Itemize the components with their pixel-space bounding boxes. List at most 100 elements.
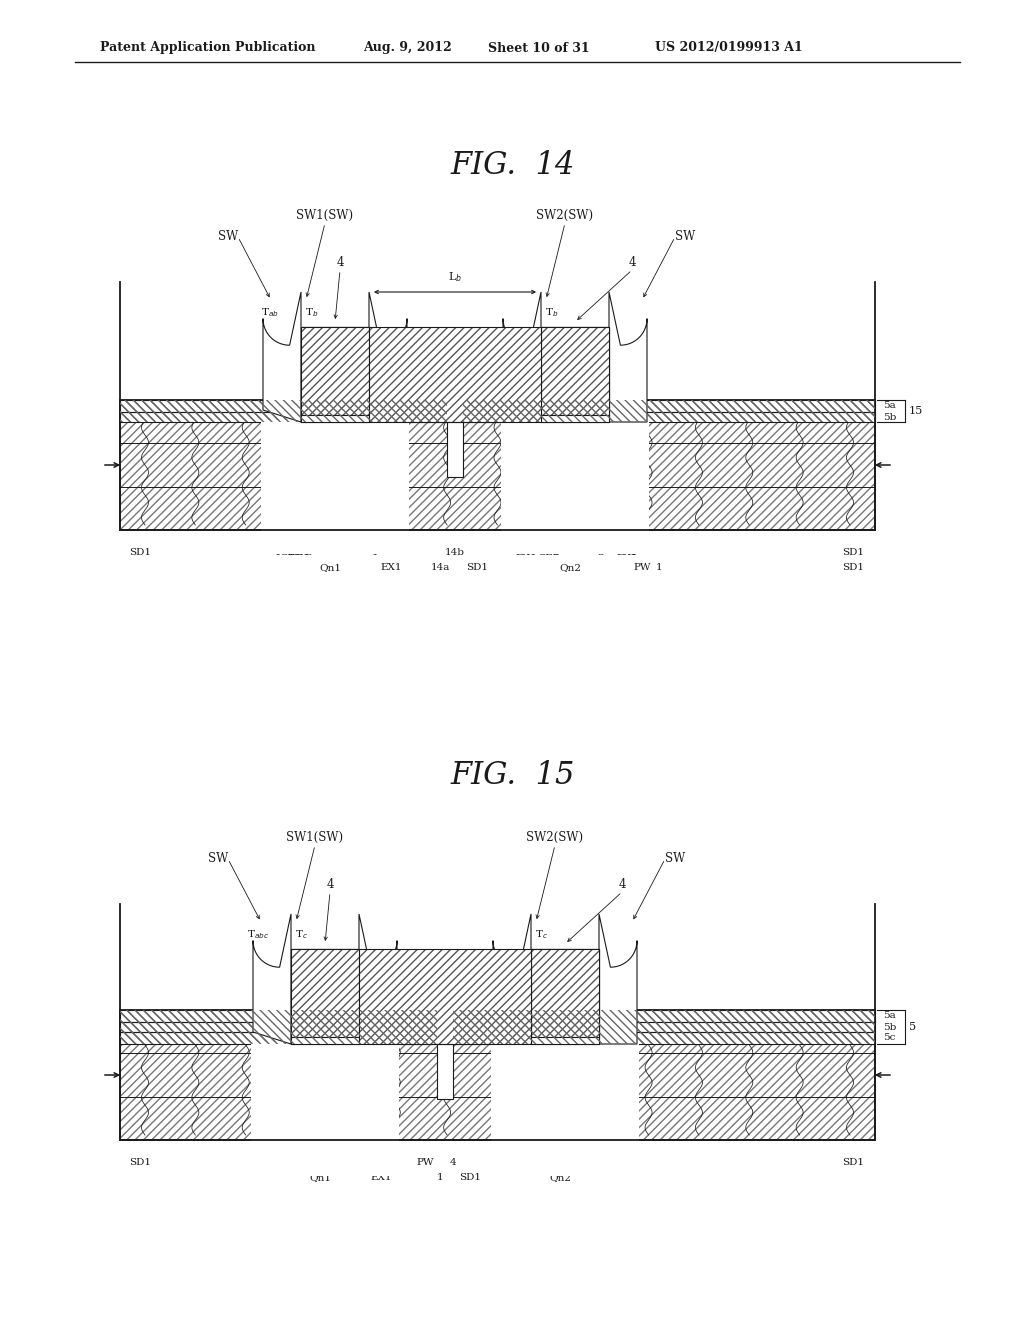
Polygon shape xyxy=(599,913,637,1044)
Text: 1: 1 xyxy=(655,564,663,572)
Text: 4: 4 xyxy=(629,256,636,268)
Text: 3: 3 xyxy=(588,1158,594,1167)
Bar xyxy=(291,949,359,1038)
Polygon shape xyxy=(263,292,301,422)
Text: 5b: 5b xyxy=(883,412,896,421)
Bar xyxy=(541,327,609,414)
Polygon shape xyxy=(253,913,291,1044)
Bar xyxy=(531,949,599,1038)
Text: 5c: 5c xyxy=(883,1034,895,1043)
Bar xyxy=(301,414,369,422)
Text: 4: 4 xyxy=(336,256,344,268)
Bar xyxy=(120,1010,874,1022)
Bar xyxy=(120,1022,437,1032)
Bar xyxy=(291,949,359,1038)
Text: PW: PW xyxy=(416,1158,434,1167)
Bar xyxy=(120,400,874,531)
Text: T$_{abc}$: T$_{abc}$ xyxy=(247,928,269,941)
Text: GE2: GE2 xyxy=(527,1158,550,1167)
Text: GE1: GE1 xyxy=(280,548,302,557)
Bar xyxy=(291,949,359,1038)
Text: 1: 1 xyxy=(436,1173,443,1181)
Text: EX1: EX1 xyxy=(515,548,537,557)
Bar xyxy=(120,1010,874,1022)
Bar xyxy=(501,420,649,554)
Text: L$_{b}$: L$_{b}$ xyxy=(447,271,462,284)
Text: SW2(SW): SW2(SW) xyxy=(526,830,584,843)
Text: Qn2: Qn2 xyxy=(549,1173,571,1181)
Text: 3: 3 xyxy=(598,548,604,557)
Bar xyxy=(463,400,874,412)
Bar xyxy=(541,327,609,414)
Bar xyxy=(120,1032,437,1044)
Text: 5: 5 xyxy=(909,1022,916,1032)
Text: T$_{b}$: T$_{b}$ xyxy=(305,306,318,319)
Bar xyxy=(120,1010,437,1022)
Bar xyxy=(120,400,874,412)
Bar xyxy=(120,400,874,412)
Bar xyxy=(541,327,609,414)
Bar xyxy=(301,327,369,414)
Polygon shape xyxy=(493,913,531,1044)
Bar xyxy=(120,1032,874,1044)
Text: 4: 4 xyxy=(450,1158,457,1167)
Bar xyxy=(453,1022,874,1032)
Bar xyxy=(369,327,541,422)
Text: SD1: SD1 xyxy=(129,1158,151,1167)
Bar xyxy=(120,412,874,422)
Bar xyxy=(531,1038,599,1044)
Bar xyxy=(120,412,874,422)
Text: EX1: EX1 xyxy=(279,1158,300,1167)
Text: 4: 4 xyxy=(273,548,281,557)
Bar xyxy=(531,949,599,1038)
Bar xyxy=(531,1038,599,1044)
Bar xyxy=(291,949,359,1038)
Bar xyxy=(120,1022,437,1032)
Text: SW: SW xyxy=(218,231,238,243)
Bar xyxy=(251,1041,399,1176)
Text: GE2: GE2 xyxy=(538,548,560,557)
Text: Qn1: Qn1 xyxy=(309,1173,331,1181)
Bar xyxy=(301,327,369,414)
Bar xyxy=(531,949,599,1038)
Text: Patent Application Publication: Patent Application Publication xyxy=(100,41,315,54)
Bar xyxy=(301,327,369,414)
Bar xyxy=(369,327,541,422)
Bar xyxy=(541,327,609,414)
Text: EX1: EX1 xyxy=(380,564,401,572)
Text: 3: 3 xyxy=(296,1158,302,1167)
Bar xyxy=(437,1044,453,1100)
Bar xyxy=(453,1032,874,1044)
Text: US 2012/0199913 A1: US 2012/0199913 A1 xyxy=(655,41,803,54)
Bar xyxy=(541,327,609,414)
Text: 15: 15 xyxy=(909,407,924,416)
Text: EX1: EX1 xyxy=(616,548,638,557)
Bar xyxy=(120,1022,874,1032)
Bar xyxy=(453,1010,874,1022)
Bar xyxy=(301,327,369,414)
Text: 3: 3 xyxy=(306,548,312,557)
Bar xyxy=(291,949,359,1038)
Text: 14a: 14a xyxy=(430,564,450,572)
Text: PW: PW xyxy=(633,564,650,572)
Text: SD1: SD1 xyxy=(842,564,864,572)
Bar xyxy=(359,949,531,1044)
Bar xyxy=(120,400,447,412)
Bar xyxy=(531,949,599,1038)
Bar xyxy=(541,327,609,414)
Bar xyxy=(359,949,531,1044)
Text: 5a: 5a xyxy=(883,401,896,411)
Text: T$_{c}$: T$_{c}$ xyxy=(535,928,548,941)
Text: 4: 4 xyxy=(371,548,377,557)
Bar xyxy=(369,327,541,422)
Text: EX1: EX1 xyxy=(371,1173,392,1181)
Bar xyxy=(120,1022,874,1032)
Text: EX1: EX1 xyxy=(288,548,309,557)
Text: SD1: SD1 xyxy=(842,548,864,557)
Text: T$_{c}$: T$_{c}$ xyxy=(295,928,308,941)
Bar xyxy=(291,949,359,1038)
Bar xyxy=(120,1032,874,1044)
Text: SD1: SD1 xyxy=(459,1173,481,1181)
Text: T$_{ab}$: T$_{ab}$ xyxy=(261,306,279,319)
Bar xyxy=(301,327,369,414)
